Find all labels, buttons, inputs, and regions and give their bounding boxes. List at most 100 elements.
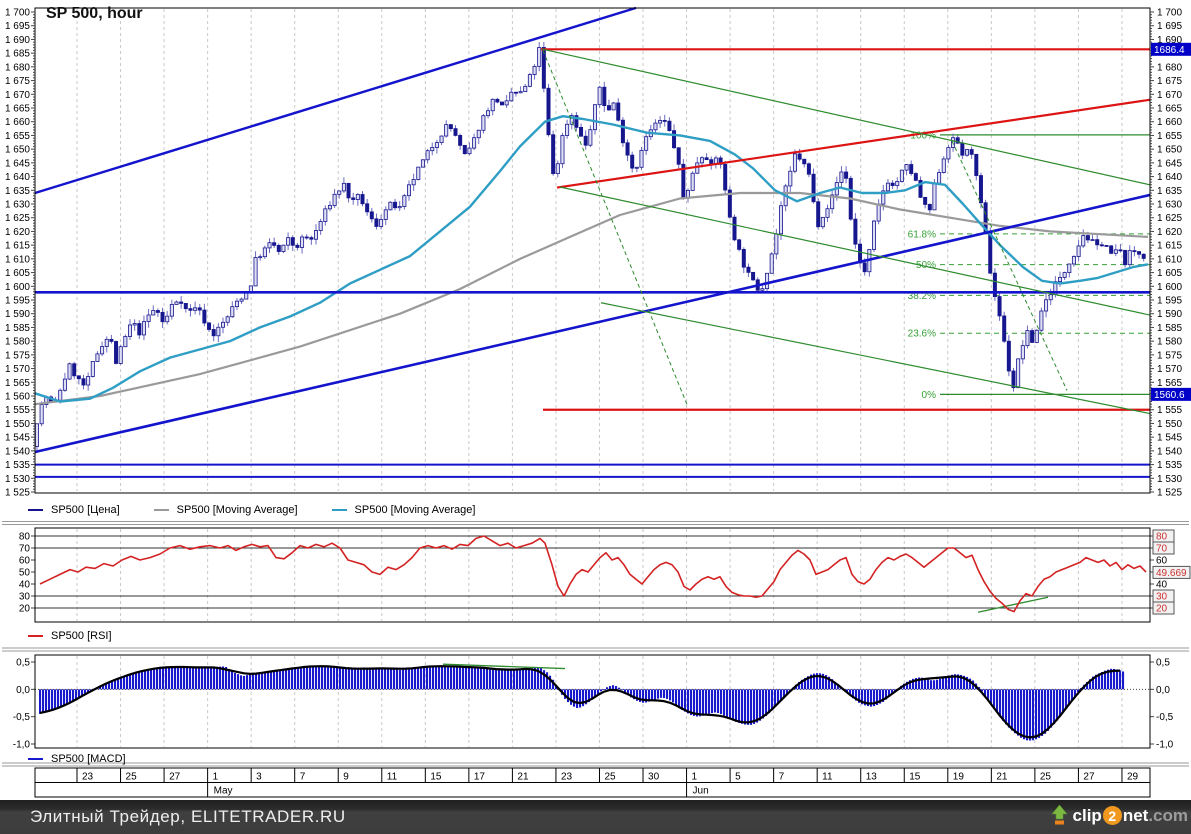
svg-text:50%: 50% [916, 260, 936, 271]
svg-text:5: 5 [735, 772, 741, 783]
svg-text:1 670: 1 670 [5, 90, 30, 101]
svg-text:23.6%: 23.6% [908, 329, 936, 340]
svg-text:15: 15 [430, 772, 442, 783]
svg-text:1 645: 1 645 [5, 158, 30, 169]
channel-upper-blue [34, 6, 637, 195]
price-line-swatch [28, 509, 43, 511]
svg-text:1 525: 1 525 [1157, 488, 1182, 499]
legend-rsi: SP500 [RSI] [28, 629, 146, 643]
logo-word-clip: clip [1072, 805, 1102, 825]
svg-text:29: 29 [1127, 772, 1139, 783]
clip2net-logo[interactable]: clip 2 net .com [1050, 805, 1188, 826]
svg-text:1 695: 1 695 [1157, 21, 1182, 32]
svg-text:1 675: 1 675 [5, 76, 30, 87]
date-axis: 23 25 27 1 3 7 9 11 15 17 21 23 25 30 1 5 7 11 13 15 19 21 25 2… [34, 767, 1151, 798]
svg-text:1 665: 1 665 [5, 104, 30, 115]
svg-text:-1,0: -1,0 [13, 740, 31, 751]
svg-text:1 565: 1 565 [1157, 378, 1182, 389]
ma-slow-swatch [153, 509, 169, 511]
svg-text:1 685: 1 685 [5, 49, 30, 60]
svg-text:1 565: 1 565 [5, 378, 30, 389]
price-flag [1151, 42, 1191, 56]
logo-suffix-com: .com [1148, 805, 1188, 825]
svg-text:1 570: 1 570 [5, 364, 30, 375]
macd-line-swatch [28, 758, 43, 760]
svg-text:0,0: 0,0 [1156, 685, 1170, 696]
svg-text:1 535: 1 535 [1157, 460, 1182, 471]
svg-text:1 580: 1 580 [1157, 337, 1182, 348]
svg-text:0,5: 0,5 [1156, 658, 1170, 669]
svg-text:1 635: 1 635 [1157, 186, 1182, 197]
svg-text:25: 25 [604, 772, 616, 783]
svg-text:1 640: 1 640 [5, 172, 30, 183]
svg-text:21: 21 [517, 772, 529, 783]
rsi-line-swatch [28, 635, 43, 637]
svg-text:1 650: 1 650 [5, 145, 30, 156]
svg-text:20: 20 [1156, 604, 1168, 615]
svg-text:0,0: 0,0 [16, 685, 30, 696]
rsi-current-flag [1152, 565, 1191, 579]
svg-text:1 650: 1 650 [1157, 145, 1182, 156]
logo-word-net: net [1122, 805, 1149, 825]
svg-text:30: 30 [19, 592, 31, 603]
legend-macd: SP500 [MACD] [28, 752, 160, 766]
svg-text:15: 15 [909, 772, 921, 783]
svg-text:1 700: 1 700 [5, 8, 30, 19]
legend-item-price: SP500 [Цена] [28, 504, 120, 516]
svg-text:80: 80 [19, 532, 31, 543]
svg-text:27: 27 [1083, 772, 1095, 783]
svg-text:11: 11 [822, 772, 833, 783]
rsi-green-trendline [977, 596, 1049, 613]
channel-lower-blue [34, 193, 1151, 454]
falling-green-1 [541, 48, 1151, 186]
price-axis: 1 525 1 525 1 530 1 530 1 535 1 535 1 540 1 540… [5, 8, 1191, 499]
svg-text:1 555: 1 555 [5, 405, 30, 416]
svg-text:23: 23 [561, 772, 573, 783]
svg-text:1 575: 1 575 [5, 350, 30, 361]
svg-text:7: 7 [300, 772, 306, 783]
svg-text:1 585: 1 585 [5, 323, 30, 334]
svg-text:1 610: 1 610 [5, 254, 30, 265]
svg-text:0,5: 0,5 [16, 658, 30, 669]
price-flag [1151, 387, 1191, 401]
svg-text:61.8%: 61.8% [908, 229, 936, 240]
svg-text:1 700: 1 700 [1157, 8, 1182, 19]
svg-text:20: 20 [19, 604, 31, 615]
svg-text:3: 3 [256, 772, 262, 783]
svg-text:1 590: 1 590 [5, 309, 30, 320]
svg-text:1 530: 1 530 [5, 474, 30, 485]
svg-text:0%: 0% [922, 390, 937, 401]
svg-text:1 695: 1 695 [5, 21, 30, 32]
svg-text:1 585: 1 585 [1157, 323, 1182, 334]
ma-fast-swatch [331, 509, 347, 511]
svg-text:17: 17 [474, 772, 486, 783]
svg-text:100%: 100% [910, 130, 936, 141]
svg-text:1 645: 1 645 [1157, 158, 1182, 169]
svg-text:30: 30 [1156, 592, 1168, 603]
svg-text:1 555: 1 555 [1157, 405, 1182, 416]
svg-text:1 640: 1 640 [1157, 172, 1182, 183]
svg-text:-0,5: -0,5 [13, 712, 31, 723]
svg-text:1 545: 1 545 [5, 433, 30, 444]
svg-text:1 690: 1 690 [1157, 35, 1182, 46]
svg-text:1560.6: 1560.6 [1154, 390, 1185, 401]
svg-text:23: 23 [82, 772, 94, 783]
legend-ma-slow-label: SP500 [Moving Average] [176, 504, 298, 516]
svg-text:1 660: 1 660 [5, 117, 30, 128]
svg-text:1 605: 1 605 [1157, 268, 1182, 279]
svg-text:1: 1 [213, 772, 219, 783]
svg-text:1 630: 1 630 [5, 200, 30, 211]
dashed-green-fib-anchor [951, 140, 1068, 391]
svg-text:70: 70 [19, 544, 31, 555]
svg-text:9: 9 [343, 772, 349, 783]
svg-text:25: 25 [126, 772, 138, 783]
svg-text:1 535: 1 535 [5, 460, 30, 471]
svg-text:50: 50 [19, 568, 31, 579]
svg-text:1 655: 1 655 [5, 131, 30, 142]
legend-rsi-label: SP500 [RSI] [51, 630, 112, 642]
svg-text:1 610: 1 610 [1157, 254, 1182, 265]
upload-arrow-icon [1050, 805, 1069, 826]
svg-text:1 550: 1 550 [5, 419, 30, 430]
